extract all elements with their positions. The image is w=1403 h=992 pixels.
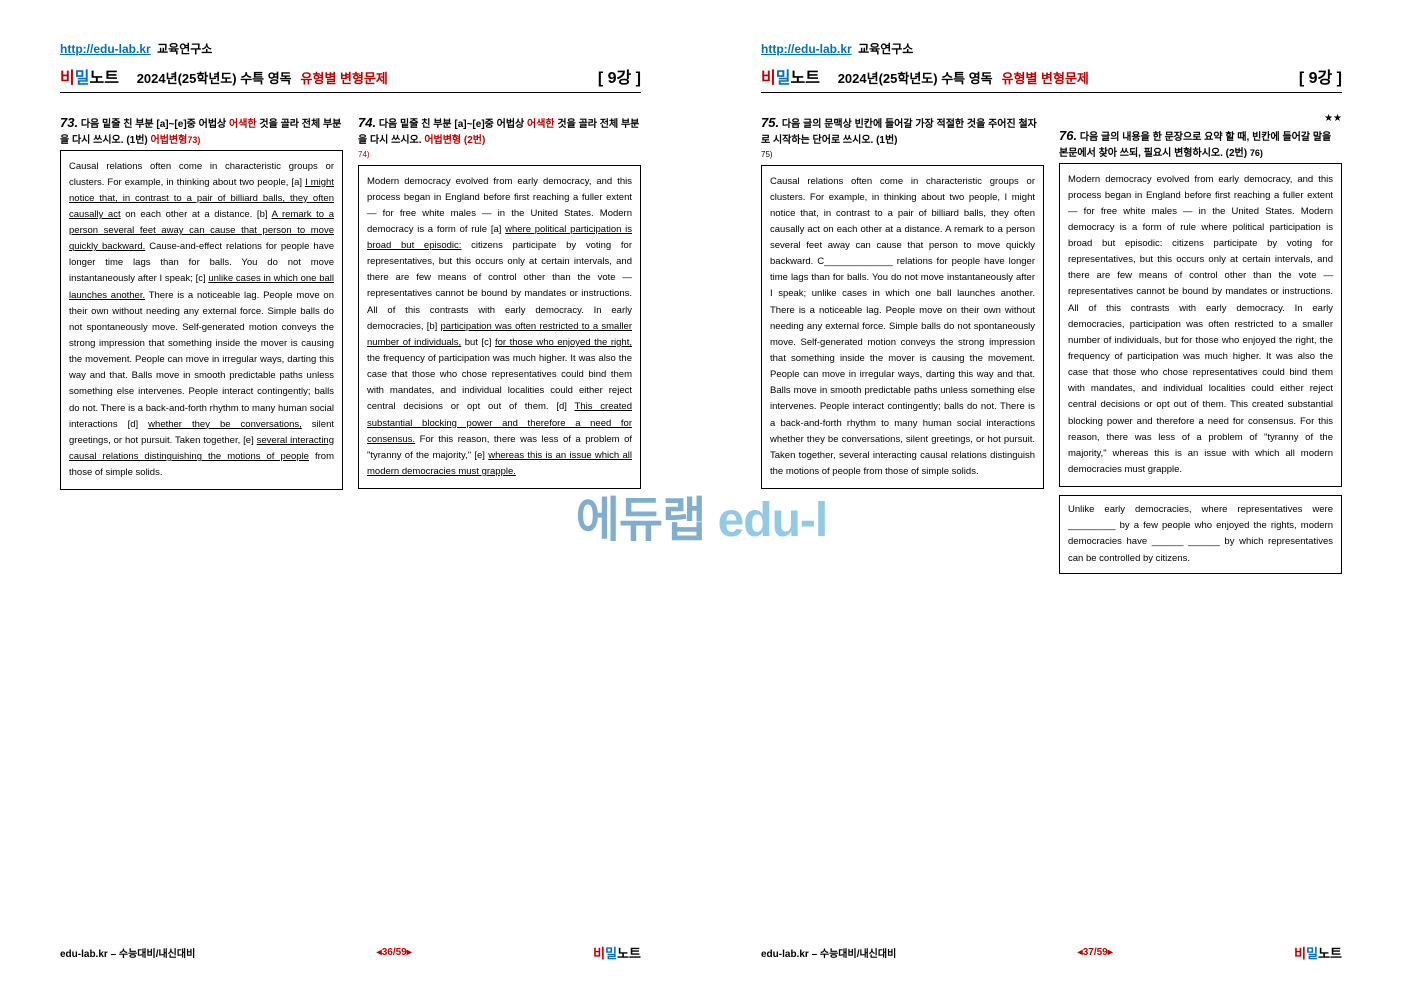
passage-76: Modern democracy evolved from early demo… (1059, 163, 1342, 488)
footer-right-page: edu-lab.kr – 수능대비/내신대비 ◂37/59▸ 비밀노트 (761, 933, 1342, 962)
column-q73: 73. 다음 밑줄 친 부분 [a]~[e]중 어법상 어색한 것을 골라 전체… (60, 113, 343, 933)
page-right: http://edu-lab.kr 교육연구소 비밀노트 2024년(25학년도… (701, 0, 1402, 992)
footer-page-num: ◂37/59▸ (1078, 947, 1113, 958)
question-74-prompt: 74. 다음 밑줄 친 부분 [a]~[e]중 어법상 어색한 것을 골라 전체… (358, 113, 641, 148)
footer-site: edu-lab.kr – 수능대비/내신대비 (60, 945, 195, 960)
header-url[interactable]: http://edu-lab.kr (60, 42, 151, 56)
lecture-label: [ 9강 ] (1299, 64, 1342, 88)
passage-74: Modern democracy evolved from early demo… (358, 165, 641, 490)
page-header: http://edu-lab.kr 교육연구소 비밀노트 2024년(25학년도… (60, 40, 641, 93)
title-line: 비밀노트 2024년(25학년도) 수특 영독 유형별 변형문제 [ 9강 ] (761, 64, 1342, 93)
question-75-ref: 75) (761, 150, 1044, 159)
content-area-right: 75. 다음 글의 문맥상 빈칸에 들어갈 가장 적절한 것을 주어진 철자로 … (761, 113, 1342, 933)
header-suffix: 교육연구소 (858, 42, 913, 56)
column-q75: 75. 다음 글의 문맥상 빈칸에 들어갈 가장 적절한 것을 주어진 철자로 … (761, 113, 1044, 933)
column-q76: ★★ 76. 다음 글의 내용을 한 문장으로 요약 할 때, 빈칸에 들어갈 … (1059, 113, 1342, 933)
passage-75: Causal relations often come in character… (761, 165, 1044, 490)
content-area-left: 73. 다음 밑줄 친 부분 [a]~[e]중 어법상 어색한 것을 골라 전체… (60, 113, 641, 933)
column-q74: 74. 다음 밑줄 친 부분 [a]~[e]중 어법상 어색한 것을 골라 전체… (358, 113, 641, 933)
footer-page-num: ◂36/59▸ (377, 947, 412, 958)
page-left: http://edu-lab.kr 교육연구소 비밀노트 2024년(25학년도… (0, 0, 701, 992)
brand: 비밀노트 2024년(25학년도) 수특 영독 유형별 변형문제 (761, 64, 1089, 88)
question-75-prompt: 75. 다음 글의 문맥상 빈칸에 들어갈 가장 적절한 것을 주어진 철자로 … (761, 113, 1044, 148)
question-76-prompt: 76. 다음 글의 내용을 한 문장으로 요약 할 때, 빈칸에 들어갈 말을 … (1059, 126, 1342, 161)
brand: 비밀노트 2024년(25학년도) 수특 영독 유형별 변형문제 (60, 64, 388, 88)
passage-73: Causal relations often come in character… (60, 150, 343, 491)
page-header: http://edu-lab.kr 교육연구소 비밀노트 2024년(25학년도… (761, 40, 1342, 93)
title-line: 비밀노트 2024년(25학년도) 수특 영독 유형별 변형문제 [ 9강 ] (60, 64, 641, 93)
lecture-label: [ 9강 ] (598, 64, 641, 88)
question-73-prompt: 73. 다음 밑줄 친 부분 [a]~[e]중 어법상 어색한 것을 골라 전체… (60, 113, 343, 148)
footer-site: edu-lab.kr – 수능대비/내신대비 (761, 945, 896, 960)
footer-brand: 비밀노트 (593, 943, 641, 962)
header-url[interactable]: http://edu-lab.kr (761, 42, 852, 56)
difficulty-stars: ★★ (1059, 113, 1342, 124)
header-suffix: 교육연구소 (157, 42, 212, 56)
summary-76: Unlike early democracies, where represen… (1059, 495, 1342, 574)
footer-left-page: edu-lab.kr – 수능대비/내신대비 ◂36/59▸ 비밀노트 (60, 933, 641, 962)
footer-brand: 비밀노트 (1294, 943, 1342, 962)
question-74-ref: 74) (358, 150, 641, 159)
